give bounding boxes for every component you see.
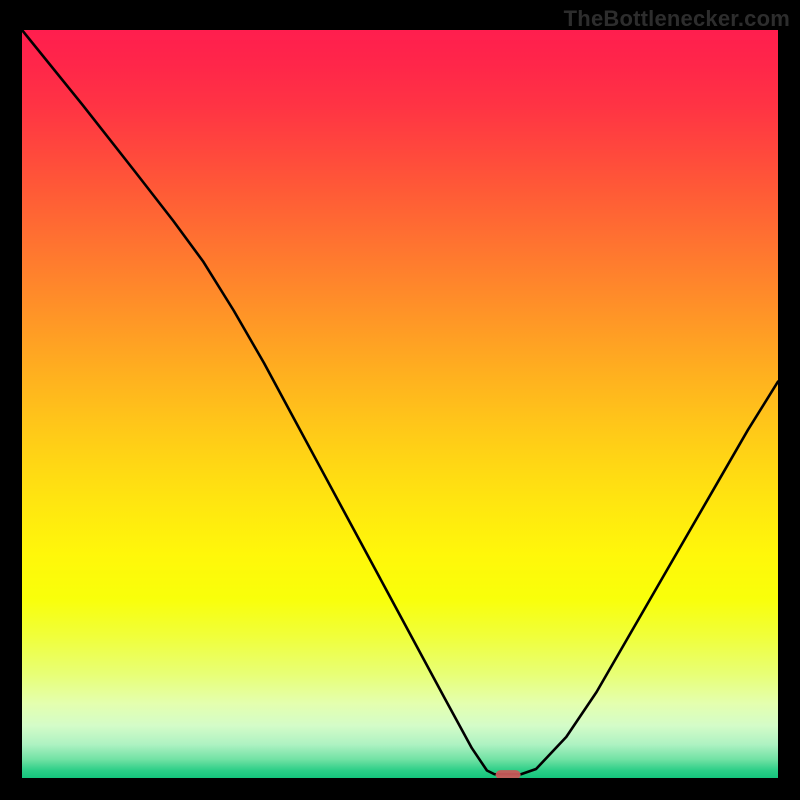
bottleneck-chart bbox=[22, 30, 778, 778]
gradient-background bbox=[22, 30, 778, 778]
chart-frame: TheBottlenecker.com bbox=[0, 0, 800, 800]
watermark-text: TheBottlenecker.com bbox=[564, 6, 790, 32]
optimum-marker bbox=[496, 770, 521, 778]
plot-area bbox=[22, 30, 778, 778]
